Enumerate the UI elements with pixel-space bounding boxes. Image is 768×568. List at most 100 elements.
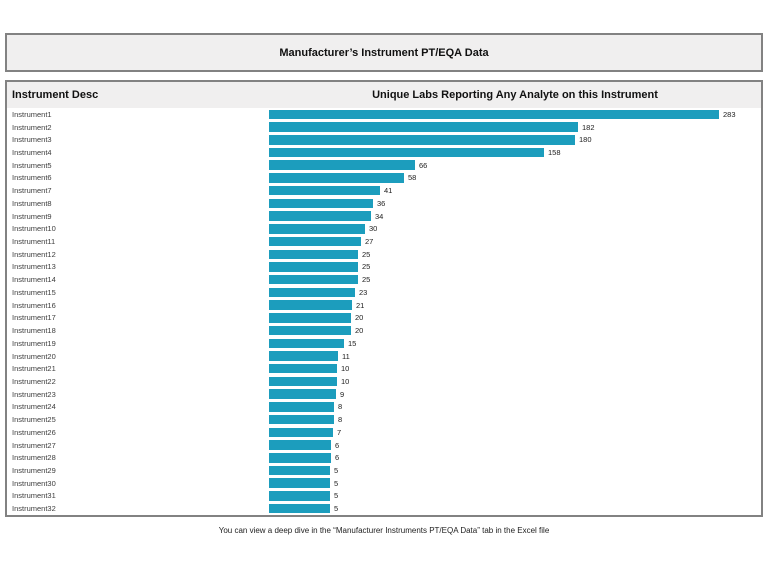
bar-value-label: 34 <box>375 211 384 221</box>
bar <box>269 491 330 501</box>
bar-track: 34 <box>269 210 761 223</box>
instrument-label: Instrument21 <box>12 364 56 374</box>
footer-note: You can view a deep dive in the “Manufac… <box>218 526 550 535</box>
instrument-label: Instrument19 <box>12 338 56 348</box>
instrument-label: Instrument12 <box>12 249 56 259</box>
bar-value-label: 25 <box>362 275 371 285</box>
bar-value-label: 11 <box>342 351 350 361</box>
bar <box>269 185 380 196</box>
instrument-label: Instrument17 <box>12 313 56 323</box>
table-row: Instrument14 25 <box>7 273 761 286</box>
bar <box>269 249 358 260</box>
column-header-unique-labs: Unique Labs Reporting Any Analyte on thi… <box>372 89 658 101</box>
instrument-label: Instrument1 <box>12 109 52 119</box>
bar-value-label: 5 <box>334 491 339 501</box>
table-row: Instrument20 11 <box>7 350 761 363</box>
table-row: Instrument5 66 <box>7 159 761 172</box>
instrument-label: Instrument2 <box>12 122 52 132</box>
bar-value-label: 20 <box>355 326 364 336</box>
bar-track: 30 <box>269 222 761 235</box>
instrument-label: Instrument6 <box>12 173 52 183</box>
bar-track: 5 <box>269 464 761 477</box>
table-row: Instrument26 7 <box>7 426 761 439</box>
bar-track: 5 <box>269 502 761 515</box>
table-row: Instrument28 6 <box>7 451 761 464</box>
bar-value-label: 158 <box>548 148 561 158</box>
bar-track: 10 <box>269 362 761 375</box>
bar-track: 15 <box>269 337 761 350</box>
chart-rows: Instrument1 283 Instrument2 182 Instrument3 1… <box>7 108 761 515</box>
bar-track: 182 <box>269 121 761 134</box>
bar <box>269 211 371 221</box>
table-row: Instrument31 5 <box>7 490 761 503</box>
bar <box>269 135 575 145</box>
instrument-label: Instrument24 <box>12 402 56 412</box>
bar <box>269 478 330 488</box>
table-row: Instrument1 283 <box>7 108 761 121</box>
column-header-band: Instrument Desc Unique Labs Reporting An… <box>7 82 761 108</box>
table-row: Instrument4 158 <box>7 146 761 159</box>
bar-value-label: 20 <box>355 313 364 323</box>
bar-value-label: 10 <box>341 376 350 386</box>
bar-track: 283 <box>269 108 761 121</box>
bar <box>269 300 352 310</box>
bar <box>269 147 544 158</box>
bar-track: 41 <box>269 184 761 197</box>
bar-track: 58 <box>269 172 761 185</box>
bar-track: 23 <box>269 286 761 299</box>
instrument-label: Instrument23 <box>12 389 56 399</box>
bar-track: 66 <box>269 159 761 172</box>
table-row: Instrument11 27 <box>7 235 761 248</box>
bar <box>269 465 330 476</box>
bar-value-label: 180 <box>579 135 592 145</box>
instrument-label: Instrument9 <box>12 211 52 221</box>
table-row: Instrument29 5 <box>7 464 761 477</box>
table-row: Instrument17 20 <box>7 312 761 325</box>
bar-track: 25 <box>269 248 761 261</box>
table-row: Instrument2 182 <box>7 121 761 134</box>
bar-value-label: 21 <box>356 300 365 310</box>
bar-track: 20 <box>269 312 761 325</box>
bar <box>269 173 404 183</box>
instrument-label: Instrument22 <box>12 376 56 386</box>
column-header-instrument-desc: Instrument Desc <box>12 89 99 101</box>
bar-value-label: 25 <box>362 249 371 259</box>
bar-track: 158 <box>269 146 761 159</box>
instrument-label: Instrument30 <box>12 478 56 488</box>
bar-track: 36 <box>269 197 761 210</box>
instrument-label: Instrument4 <box>12 148 52 158</box>
bar-value-label: 8 <box>338 402 343 412</box>
bar-track: 5 <box>269 490 761 503</box>
table-row: Instrument3 180 <box>7 133 761 146</box>
table-row: Instrument15 23 <box>7 286 761 299</box>
instrument-label: Instrument32 <box>12 504 56 514</box>
table-row: Instrument24 8 <box>7 401 761 414</box>
table-row: Instrument8 36 <box>7 197 761 210</box>
bar <box>269 122 578 132</box>
instrument-label: Instrument27 <box>12 440 56 450</box>
bar-track: 8 <box>269 401 761 414</box>
bar <box>269 427 333 438</box>
bar-value-label: 5 <box>334 478 339 488</box>
table-row: Instrument30 5 <box>7 477 761 490</box>
bar <box>269 414 334 425</box>
bar <box>269 236 361 247</box>
table-row: Instrument25 8 <box>7 413 761 426</box>
bar <box>269 262 358 272</box>
instrument-label: Instrument15 <box>12 287 56 297</box>
bar-value-label: 10 <box>341 364 350 374</box>
chart-title-box: Manufacturer’s Instrument PT/EQA Data <box>5 33 763 72</box>
bar <box>269 453 331 463</box>
table-row: Instrument7 41 <box>7 184 761 197</box>
bar <box>269 389 336 399</box>
table-row: Instrument18 20 <box>7 324 761 337</box>
instrument-label: Instrument31 <box>12 491 56 501</box>
instrument-label: Instrument18 <box>12 326 56 336</box>
bar-track: 21 <box>269 299 761 312</box>
bar-value-label: 7 <box>337 427 342 437</box>
bar-value-label: 15 <box>348 338 357 348</box>
bar-value-label: 5 <box>334 465 339 475</box>
instrument-label: Instrument8 <box>12 198 52 208</box>
bar <box>269 274 358 285</box>
bar-track: 8 <box>269 413 761 426</box>
